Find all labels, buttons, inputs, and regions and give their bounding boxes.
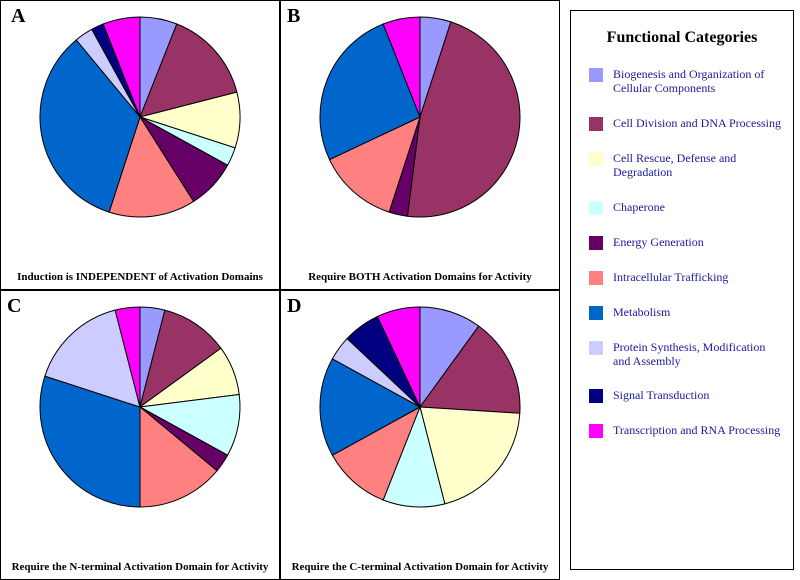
swatch-cell_rescue <box>589 152 603 166</box>
panel-c: C Require the N-terminal Activation Doma… <box>0 290 280 580</box>
legend-item-biogenesis: Biogenesis and Organization of Cellular … <box>589 67 783 96</box>
swatch-metabolism <box>589 306 603 320</box>
panel-letter-b: B <box>287 5 300 28</box>
legend-box: Functional Categories Biogenesis and Org… <box>570 10 794 570</box>
swatch-protein_synth <box>589 341 603 355</box>
caption-d: Require the C-terminal Activation Domain… <box>281 561 559 573</box>
legend-label-cell_rescue: Cell Rescue, Defense and Degradation <box>613 151 783 180</box>
swatch-trafficking <box>589 271 603 285</box>
legend-item-metabolism: Metabolism <box>589 305 783 320</box>
pie-d <box>316 303 524 511</box>
legend-item-chaperone: Chaperone <box>589 200 783 215</box>
pie-a <box>36 13 244 221</box>
legend-item-transcription: Transcription and RNA Processing <box>589 423 783 438</box>
swatch-cell_division <box>589 117 603 131</box>
caption-a: Induction is INDEPENDENT of Activation D… <box>1 271 279 283</box>
swatch-signal <box>589 389 603 403</box>
legend-item-cell_rescue: Cell Rescue, Defense and Degradation <box>589 151 783 180</box>
swatch-energy <box>589 236 603 250</box>
swatch-biogenesis <box>589 68 603 82</box>
panel-a: A Induction is INDEPENDENT of Activation… <box>0 0 280 290</box>
panel-letter-c: C <box>7 295 21 318</box>
legend-item-trafficking: Intracellular Trafficking <box>589 270 783 285</box>
swatch-chaperone <box>589 201 603 215</box>
panel-letter-d: D <box>287 295 301 318</box>
legend-label-biogenesis: Biogenesis and Organization of Cellular … <box>613 67 783 96</box>
panel-letter-a: A <box>11 5 25 28</box>
legend-label-signal: Signal Transduction <box>613 388 709 402</box>
legend-label-protein_synth: Protein Synthesis, Modification and Asse… <box>613 340 783 369</box>
legend-label-metabolism: Metabolism <box>613 305 670 319</box>
legend-title: Functional Categories <box>581 29 783 47</box>
legend-label-trafficking: Intracellular Trafficking <box>613 270 728 284</box>
caption-b: Require BOTH Activation Domains for Acti… <box>281 271 559 283</box>
legend-item-signal: Signal Transduction <box>589 388 783 403</box>
caption-c: Require the N-terminal Activation Domain… <box>1 561 279 573</box>
charts-grid: A Induction is INDEPENDENT of Activation… <box>0 0 560 580</box>
panel-b: B Require BOTH Activation Domains for Ac… <box>280 0 560 290</box>
legend-label-cell_division: Cell Division and DNA Processing <box>613 116 781 130</box>
pie-c <box>36 303 244 511</box>
legend-label-chaperone: Chaperone <box>613 200 665 214</box>
legend-label-energy: Energy Generation <box>613 235 704 249</box>
panel-d: D Require the C-terminal Activation Doma… <box>280 290 560 580</box>
legend-label-transcription: Transcription and RNA Processing <box>613 423 780 437</box>
legend-item-cell_division: Cell Division and DNA Processing <box>589 116 783 131</box>
legend-items: Biogenesis and Organization of Cellular … <box>581 67 783 438</box>
legend-region: Functional Categories Biogenesis and Org… <box>560 0 800 580</box>
swatch-transcription <box>589 424 603 438</box>
pie-b <box>316 13 524 221</box>
legend-item-energy: Energy Generation <box>589 235 783 250</box>
legend-item-protein_synth: Protein Synthesis, Modification and Asse… <box>589 340 783 369</box>
